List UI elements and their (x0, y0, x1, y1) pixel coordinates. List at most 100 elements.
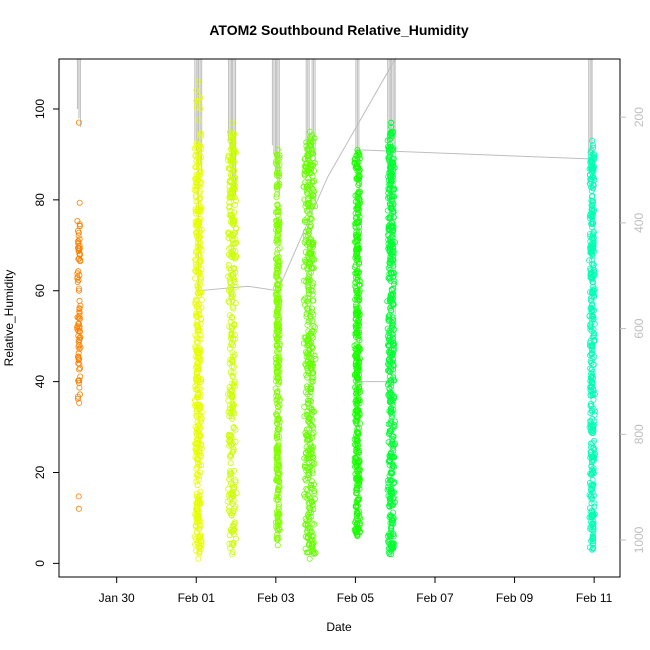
data-point (306, 249, 313, 256)
data-point (229, 236, 236, 243)
data-point (197, 469, 204, 476)
data-point (304, 166, 311, 173)
y-tick-label: 40 (33, 375, 47, 389)
data-point (309, 203, 316, 210)
data-point (310, 192, 317, 199)
y2-tick-label: 800 (632, 424, 646, 444)
data-point (74, 324, 81, 331)
data-point (274, 531, 281, 538)
data-point (274, 390, 281, 397)
data-point (197, 94, 204, 101)
data-point (276, 276, 283, 283)
data-point (275, 266, 282, 273)
data-point (306, 416, 313, 423)
data-point (588, 342, 595, 349)
data-point (229, 549, 236, 556)
data-point (191, 145, 198, 152)
chart-title: ATOM2 Southbound Relative_Humidity (209, 22, 468, 38)
data-point (274, 465, 281, 472)
data-point (387, 135, 394, 142)
data-point (387, 512, 394, 519)
data-point (387, 181, 394, 188)
data-point (354, 437, 361, 444)
data-point (389, 338, 396, 345)
data-point (229, 303, 236, 310)
data-point (231, 331, 238, 338)
data-point (391, 278, 398, 285)
data-point (589, 172, 596, 179)
data-point (587, 419, 594, 426)
data-point (301, 455, 308, 462)
data-point (353, 175, 360, 182)
data-point (275, 305, 282, 312)
data-point (276, 478, 283, 485)
data-point (193, 140, 200, 147)
data-point (196, 278, 203, 285)
data-point (355, 430, 362, 437)
data-point (305, 155, 312, 162)
data-point (275, 380, 282, 387)
data-point (309, 287, 316, 294)
data-point (586, 492, 593, 499)
data-point (275, 486, 282, 493)
data-point (387, 143, 394, 150)
data-point (308, 192, 315, 199)
data-point (589, 290, 596, 297)
data-point (306, 142, 313, 149)
data-point (227, 146, 234, 153)
data-point (274, 240, 281, 247)
x-tick-label: Feb 01 (178, 591, 216, 605)
data-point (588, 320, 595, 327)
data-point (193, 448, 200, 455)
data-point (194, 322, 201, 329)
data-point (302, 301, 309, 308)
data-point (75, 268, 82, 275)
data-point (75, 350, 82, 357)
data-point (310, 547, 317, 554)
data-point (194, 482, 201, 489)
data-point (273, 218, 280, 225)
y-tick-label: 0 (33, 560, 47, 567)
data-point (390, 269, 397, 276)
data-point (197, 412, 204, 419)
data-point (305, 227, 312, 234)
data-point (352, 316, 359, 323)
data-point (306, 549, 313, 556)
data-point (306, 251, 313, 258)
data-point (193, 472, 200, 479)
data-point (304, 495, 311, 502)
data-point (386, 185, 393, 192)
data-point (193, 334, 200, 341)
data-point (198, 247, 205, 254)
data-point (385, 329, 392, 336)
data-point (76, 236, 83, 243)
data-point (305, 352, 312, 359)
data-point (228, 528, 235, 535)
data-point (195, 217, 202, 224)
data-point (193, 478, 200, 485)
data-point (232, 284, 239, 291)
data-point (589, 224, 596, 231)
data-point (308, 366, 315, 373)
data-point (386, 349, 393, 356)
y2-tick-label: 200 (632, 107, 646, 127)
data-point (75, 119, 82, 126)
data-point (227, 207, 234, 214)
data-point (192, 547, 199, 554)
data-point (230, 221, 237, 228)
data-point (308, 255, 315, 262)
data-point (388, 193, 395, 200)
data-point (353, 301, 360, 308)
data-point (354, 287, 361, 294)
data-point (227, 453, 234, 460)
data-point (589, 242, 596, 249)
data-point (302, 389, 309, 396)
data-point (193, 233, 200, 240)
data-point (229, 408, 236, 415)
data-point (355, 517, 362, 524)
data-point (229, 387, 236, 394)
data-point (590, 518, 597, 525)
data-point (274, 233, 281, 240)
y2-tick-label: 400 (632, 213, 646, 233)
